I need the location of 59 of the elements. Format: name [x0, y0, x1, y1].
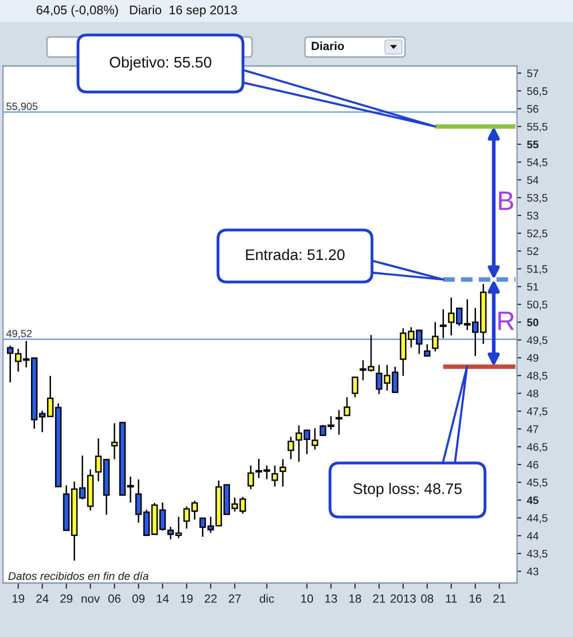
x-tick-label: nov [82, 596, 100, 603]
y-tick-label: 47 [526, 425, 538, 433]
x-tick-label: 06 [108, 594, 121, 603]
y-tick-label: 48,5 [526, 372, 548, 381]
annotation: Stop loss: 48.75 [353, 482, 462, 498]
annotation: Objetivo: 55.50 [110, 56, 212, 71]
x-tick-label: 10 [301, 594, 314, 603]
x-tick-label: 21 [493, 594, 506, 603]
y-tick-label: 52,5 [527, 230, 548, 239]
x-tick-label: 19 [180, 594, 193, 603]
annotation: Datos recibidos en fin de día [8, 572, 148, 580]
y-tick-label: 45 [526, 496, 538, 504]
x-tick-label: 09 [132, 594, 145, 603]
y-tick-label: 50,5 [527, 300, 548, 310]
text: Diario [312, 42, 344, 50]
y-tick-label: 55 [527, 140, 538, 148]
x-tick-label: 24 [36, 594, 49, 603]
y-tick-label: 46,5 [526, 443, 548, 452]
x-tick-label: 16 [470, 594, 482, 603]
y-tick-label: 55,5 [527, 122, 548, 132]
y-tick-label: 51,5 [527, 265, 548, 274]
x-tick-label: 21 [373, 594, 386, 603]
y-tick-label: 46 [526, 460, 538, 469]
y-tick-label: 52 [527, 247, 538, 256]
y-tick-label: 53,5 [527, 194, 548, 203]
x-tick-label: 14 [156, 594, 169, 603]
y-tick-label: 53 [527, 212, 538, 220]
y-tick-label: 45,5 [526, 478, 548, 488]
y-tick-label: 54,5 [527, 158, 548, 168]
y-tick-label: 51 [527, 283, 538, 291]
annotation: R [498, 312, 514, 330]
chart-title: 64,05 (-0,08%) Diario 16 sep 2013 [36, 5, 237, 17]
y-tick-label: 44,5 [526, 514, 548, 524]
ref-line-label: 55,905 [6, 102, 38, 112]
y-tick-label: 43,5 [526, 550, 548, 559]
x-tick-label: 22 [204, 594, 217, 603]
x-tick-label: 18 [349, 594, 362, 603]
x-tick-label: dic [260, 594, 274, 603]
y-tick-label: 43 [526, 568, 538, 576]
y-tick-label: 57 [527, 70, 538, 78]
annotation: B [499, 192, 514, 210]
y-tick-label: 50 [527, 318, 538, 326]
y-tick-label: 49,5 [526, 336, 548, 346]
y-tick-label: 48 [526, 390, 538, 398]
y-tick-label: 56,5 [527, 87, 548, 96]
x-tick-label: 08 [421, 594, 434, 603]
x-tick-label: 2013 [390, 594, 416, 603]
y-tick-label: 56 [527, 105, 538, 113]
y-tick-label: 49 [526, 354, 538, 362]
annotation: Entrada: 51.20 [246, 248, 345, 260]
y-tick-label: 44 [526, 532, 538, 540]
x-tick-label: 11 [446, 594, 457, 603]
y-tick-label: 54 [527, 176, 538, 184]
x-tick-label: 27 [228, 594, 241, 603]
x-tick-label: 13 [325, 594, 338, 603]
x-tick-label: 19 [12, 594, 24, 603]
ref-line-label: 49,52 [6, 330, 32, 338]
y-tick-label: 47,5 [526, 408, 548, 416]
x-tick-label: 29 [60, 594, 72, 603]
